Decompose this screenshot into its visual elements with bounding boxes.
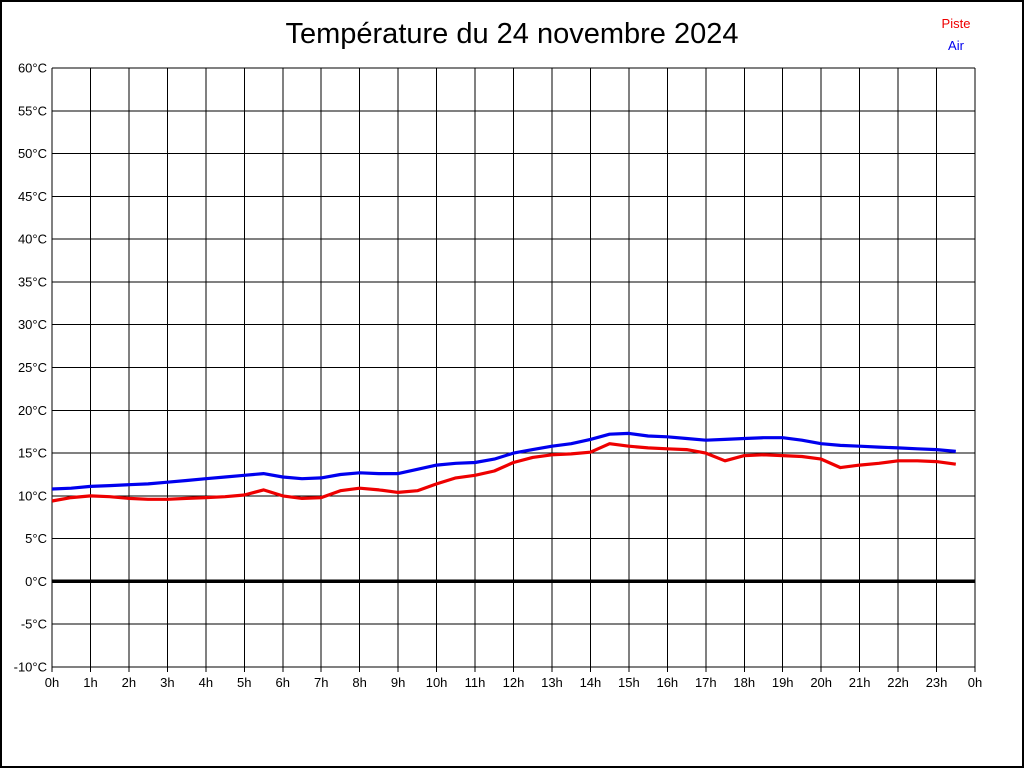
x-axis-label: 23h [926, 675, 948, 690]
series-line-piste [51, 442, 957, 503]
y-axis-label: -5°C [21, 617, 47, 632]
x-axis-label: 2h [122, 675, 136, 690]
y-axis-label: 60°C [18, 61, 47, 76]
y-axis-label: 40°C [18, 232, 47, 247]
legend-item-air: Air [948, 38, 964, 53]
legend-item-piste: Piste [941, 16, 971, 31]
y-axis-label: 35°C [18, 274, 47, 289]
x-axis-label: 7h [314, 675, 328, 690]
x-axis-label: 21h [849, 675, 871, 690]
x-axis-label: 22h [887, 675, 909, 690]
x-axis-label: 11h [465, 675, 486, 690]
x-axis-label: 4h [199, 675, 213, 690]
x-axis-label: 16h [656, 675, 678, 690]
y-axis-label: 20°C [18, 403, 47, 418]
y-axis-label: 10°C [18, 488, 47, 503]
series-line-air [51, 431, 956, 491]
x-axis-label: 0h [968, 675, 982, 690]
y-axis-label: 30°C [18, 317, 47, 332]
y-axis-label: 25°C [18, 360, 47, 375]
x-axis-label: 18h [733, 675, 755, 690]
chart-title: Température du 24 novembre 2024 [285, 18, 739, 50]
legend: Piste Air [920, 13, 992, 57]
x-axis-label: 15h [618, 675, 640, 690]
x-axis-label: 20h [810, 675, 832, 690]
y-axis-label: 0°C [25, 574, 47, 589]
x-axis-label: 8h [352, 675, 366, 690]
y-axis-label: 45°C [18, 189, 47, 204]
x-axis-label: 5h [237, 675, 251, 690]
x-axis-label: 19h [772, 675, 794, 690]
y-axis-label: 15°C [18, 446, 47, 461]
y-axis-label: 50°C [18, 146, 47, 161]
x-axis-label: 6h [276, 675, 290, 690]
x-axis-label: 14h [580, 675, 602, 690]
x-axis-label: 1h [83, 675, 97, 690]
y-axis-label: 5°C [25, 531, 47, 546]
x-axis-label: 0h [45, 675, 59, 690]
x-axis-label: 9h [391, 675, 405, 690]
x-axis-label: 10h [426, 675, 448, 690]
x-axis-label: 12h [503, 675, 525, 690]
y-axis-label: 55°C [18, 103, 47, 118]
x-axis-label: 17h [695, 675, 717, 690]
x-axis-label: 13h [541, 675, 563, 690]
y-axis-label: -10°C [14, 660, 47, 675]
x-axis-label: 3h [160, 675, 174, 690]
